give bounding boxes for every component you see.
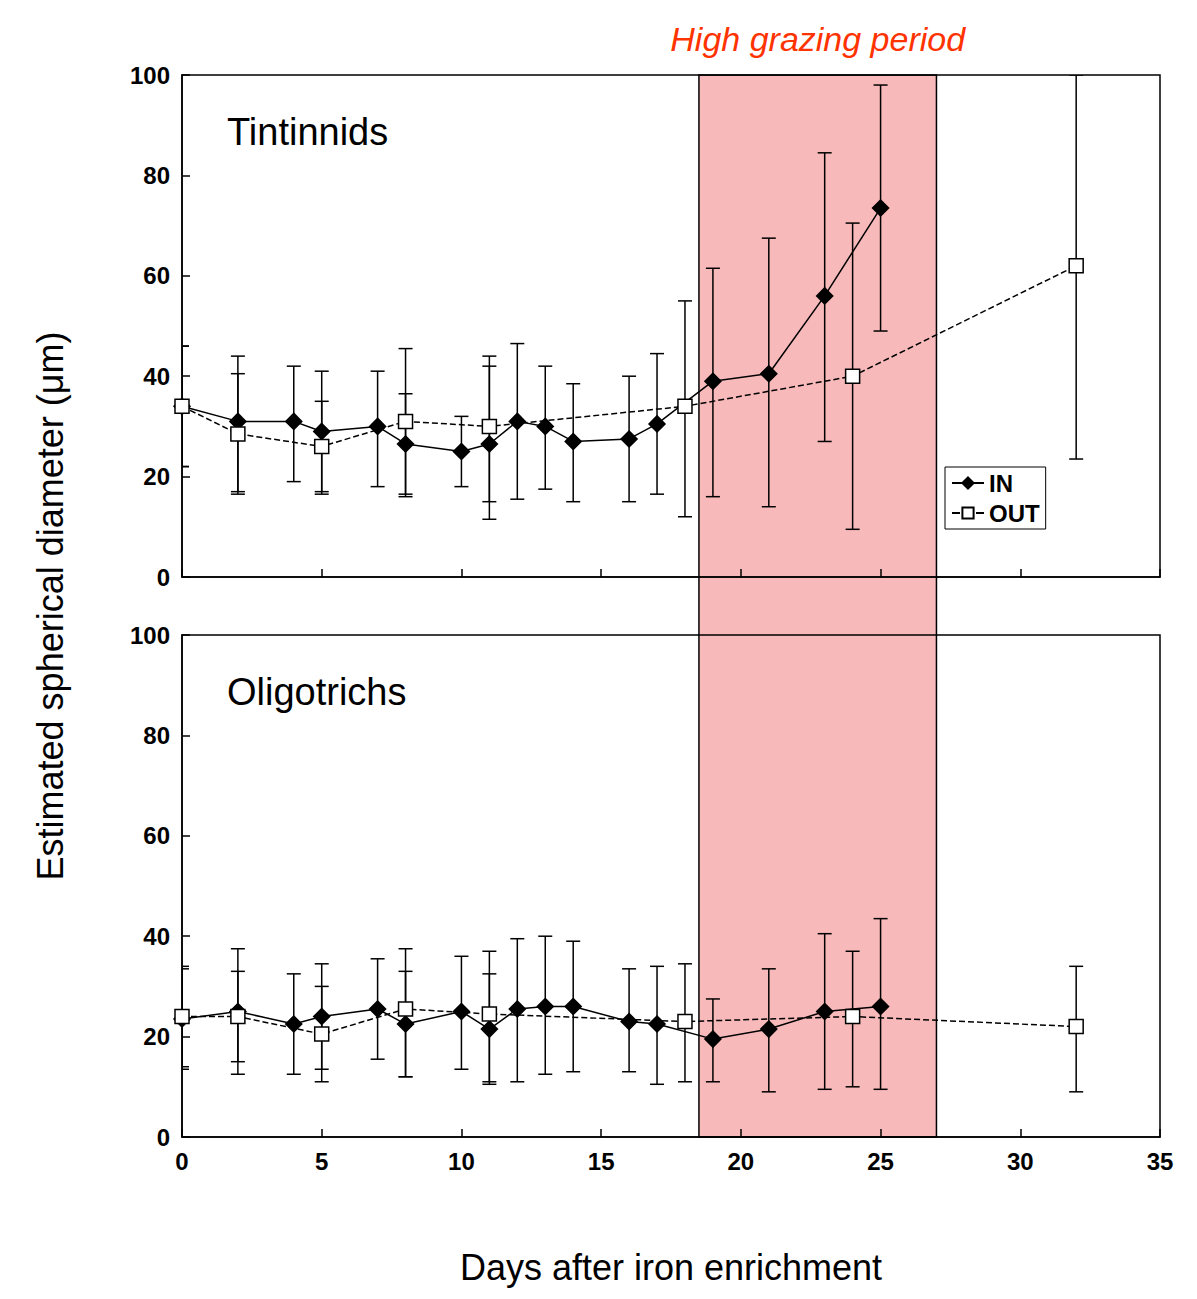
- svg-text:0: 0: [175, 1148, 188, 1175]
- svg-text:High grazing period: High grazing period: [670, 20, 966, 58]
- svg-text:60: 60: [143, 262, 170, 289]
- svg-text:Tintinnids: Tintinnids: [227, 111, 388, 153]
- svg-text:15: 15: [588, 1148, 615, 1175]
- svg-text:100: 100: [130, 622, 170, 649]
- svg-text:40: 40: [143, 923, 170, 950]
- svg-text:5: 5: [315, 1148, 328, 1175]
- svg-text:20: 20: [143, 463, 170, 490]
- svg-text:60: 60: [143, 822, 170, 849]
- svg-text:IN: IN: [989, 470, 1013, 497]
- svg-text:100: 100: [130, 62, 170, 89]
- svg-text:80: 80: [143, 722, 170, 749]
- svg-text:30: 30: [1007, 1148, 1034, 1175]
- svg-text:0: 0: [157, 564, 170, 591]
- svg-text:80: 80: [143, 162, 170, 189]
- svg-text:0: 0: [157, 1124, 170, 1151]
- svg-text:40: 40: [143, 363, 170, 390]
- svg-text:10: 10: [448, 1148, 475, 1175]
- svg-text:Oligotrichs: Oligotrichs: [227, 671, 407, 713]
- svg-text:OUT: OUT: [989, 500, 1040, 527]
- svg-text:20: 20: [143, 1023, 170, 1050]
- svg-text:25: 25: [867, 1148, 894, 1175]
- svg-text:20: 20: [728, 1148, 755, 1175]
- svg-text:Estimated spherical diameter (: Estimated spherical diameter (μm): [30, 332, 71, 881]
- svg-text:Days after iron enrichment: Days after iron enrichment: [460, 1247, 882, 1288]
- svg-text:35: 35: [1147, 1148, 1174, 1175]
